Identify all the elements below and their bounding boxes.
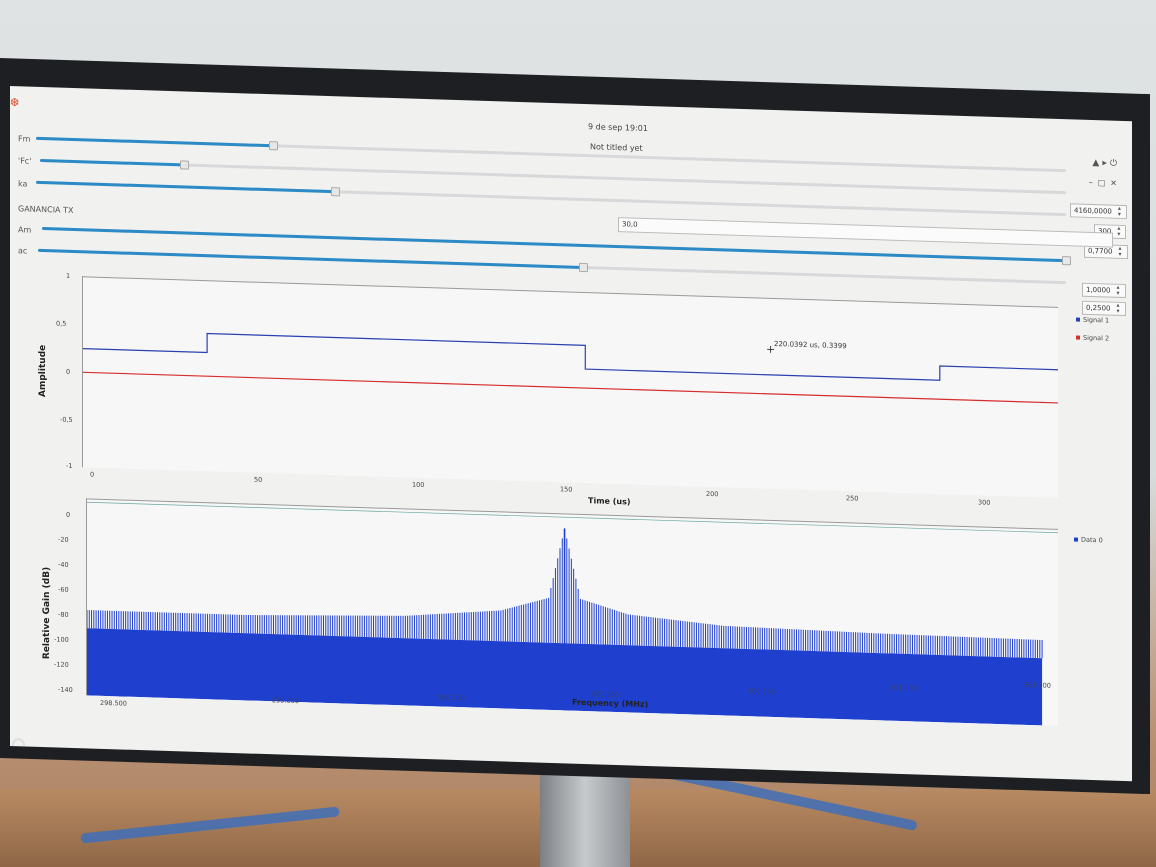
am-slider-handle[interactable] bbox=[1062, 256, 1071, 266]
time-xtick: 0 bbox=[90, 470, 95, 479]
volume-icon[interactable]: ▸ bbox=[1102, 158, 1110, 169]
app-icon[interactable]: ❆ bbox=[10, 96, 20, 110]
time-plot-area[interactable] bbox=[82, 276, 1058, 498]
time-ytick: -1 bbox=[66, 461, 73, 470]
time-xtick: 50 bbox=[254, 475, 263, 484]
freq-ytick: -100 bbox=[54, 635, 69, 644]
fm-slider[interactable] bbox=[36, 136, 1066, 173]
legend-signal-2[interactable]: Signal 2 bbox=[1076, 334, 1109, 343]
screen: ❆ 9 de sep 19:01 Not titled yet ▲▸⏻ –□✕ … bbox=[10, 86, 1132, 782]
ac-slider-fill bbox=[38, 248, 583, 270]
time-plot-ylabel: Amplitude bbox=[38, 344, 48, 398]
time-xtick: 250 bbox=[846, 494, 859, 503]
ka-slider-fill bbox=[36, 180, 335, 194]
time-plot-svg bbox=[83, 332, 1058, 404]
crosshair-icon: + bbox=[766, 342, 776, 357]
legend-swatch bbox=[1076, 317, 1080, 322]
ac-slider-handle[interactable] bbox=[578, 262, 588, 273]
series-line-signal-1 bbox=[83, 332, 1058, 381]
reference-line bbox=[87, 501, 1058, 534]
freq-xtick: 301.500 bbox=[1024, 680, 1051, 690]
fc-slider-handle[interactable] bbox=[179, 160, 189, 170]
legend-label: Signal 1 bbox=[1083, 315, 1110, 325]
legend-swatch bbox=[1074, 537, 1078, 542]
ganancia-tx-label: GANANCIA TX bbox=[18, 204, 74, 215]
fm-slider-handle[interactable] bbox=[268, 141, 278, 151]
window-title: Not titled yet bbox=[590, 142, 643, 153]
ganancia-tx-field[interactable]: 30,0 bbox=[618, 217, 1113, 248]
fm-label: Fm bbox=[18, 134, 31, 144]
am-spinbox[interactable]: 1,0000 bbox=[1082, 282, 1126, 299]
time-xtick: 200 bbox=[706, 489, 719, 499]
freq-xtick: 299.000 bbox=[272, 696, 299, 706]
freq-ytick: -40 bbox=[58, 560, 69, 569]
fm-slider-fill bbox=[36, 136, 273, 148]
freq-plot-area[interactable] bbox=[86, 498, 1058, 726]
system-clock[interactable]: 9 de sep 19:01 bbox=[588, 122, 648, 134]
freq-xtick: 299.500 bbox=[438, 693, 465, 703]
freq-ytick: -140 bbox=[58, 685, 73, 694]
ka-slider-handle[interactable] bbox=[330, 187, 340, 197]
time-xtick: 150 bbox=[560, 485, 573, 494]
time-xtick: 300 bbox=[978, 498, 991, 507]
system-tray[interactable]: ▲▸⏻ bbox=[1092, 158, 1120, 169]
ac-spinbox[interactable]: 0,2500 bbox=[1082, 300, 1126, 317]
fm-spinbox[interactable]: 4160,0000 bbox=[1070, 203, 1127, 220]
time-ytick: -0,5 bbox=[60, 415, 73, 424]
series-line-signal-2 bbox=[83, 371, 1058, 404]
freq-ytick: -60 bbox=[58, 585, 69, 594]
legend-swatch bbox=[1076, 335, 1080, 340]
am-label: Am bbox=[18, 225, 32, 235]
time-xtick: 100 bbox=[412, 480, 425, 490]
freq-ytick: 0 bbox=[66, 510, 71, 519]
legend-signal-1[interactable]: Signal 1 bbox=[1076, 316, 1109, 325]
freq-ytick: -120 bbox=[54, 660, 69, 669]
legend-label: Data 0 bbox=[1081, 535, 1103, 545]
freq-plot-ylabel: Relative Gain (dB) bbox=[42, 566, 52, 660]
time-ytick: 0 bbox=[66, 367, 71, 376]
freq-xtick: 300.500 bbox=[748, 687, 775, 697]
ac-label: ac bbox=[18, 246, 28, 256]
legend-data-0[interactable]: Data 0 bbox=[1074, 535, 1103, 544]
fc-slider-fill bbox=[40, 158, 184, 167]
fc-label: 'Fc' bbox=[18, 156, 32, 166]
legend-label: Signal 2 bbox=[1083, 333, 1110, 343]
freq-ytick: -80 bbox=[58, 610, 69, 619]
freq-xtick: 298.500 bbox=[100, 698, 127, 708]
time-ytick: 0,5 bbox=[56, 319, 67, 328]
window-controls[interactable]: –□✕ bbox=[1089, 178, 1122, 188]
network-icon[interactable]: ▲ bbox=[1092, 158, 1103, 169]
power-icon[interactable]: ⏻ bbox=[1109, 158, 1120, 169]
freq-ytick: -20 bbox=[58, 535, 69, 544]
time-plot-xlabel: Time (us) bbox=[588, 496, 631, 507]
ka-label: ka bbox=[18, 179, 28, 189]
freq-xtick: 301.000 bbox=[890, 683, 917, 693]
freq-plot-svg bbox=[86, 501, 1058, 726]
minimize-icon[interactable]: – bbox=[1088, 177, 1098, 188]
time-ytick: 1 bbox=[66, 271, 71, 280]
monitor-stand bbox=[540, 760, 630, 867]
close-icon[interactable]: ✕ bbox=[1110, 178, 1122, 188]
maximize-icon[interactable]: □ bbox=[1097, 178, 1111, 188]
